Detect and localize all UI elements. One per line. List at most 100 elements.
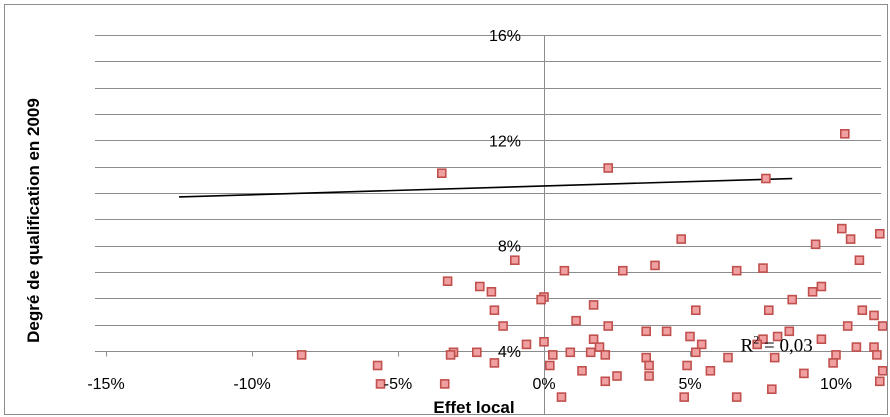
data-point (521, 339, 532, 350)
data-point (676, 234, 687, 244)
data-point (874, 376, 885, 387)
x-axis-title: Effet local (433, 398, 514, 415)
data-point (509, 255, 520, 265)
data-point (845, 234, 856, 244)
data-point (474, 281, 485, 292)
data-point (445, 350, 456, 360)
data-point (842, 321, 853, 331)
data-point (772, 331, 783, 342)
data-point (588, 334, 599, 345)
y-tick-label: 8% (498, 239, 521, 256)
data-point (603, 163, 614, 173)
data-point (877, 365, 887, 376)
data-point (439, 379, 450, 389)
gridlines (95, 35, 881, 326)
data-point (828, 358, 838, 368)
data-point (731, 265, 742, 276)
data-point (539, 336, 549, 347)
data-point (641, 326, 652, 337)
x-tick-label: -10% (233, 376, 270, 393)
data-point (644, 371, 654, 381)
data-point (375, 379, 386, 389)
y-tick-label: 16% (489, 28, 521, 45)
data-point (585, 347, 596, 358)
data-point (296, 350, 307, 360)
x-tick-label: 5% (678, 376, 701, 393)
data-point (857, 305, 868, 316)
data-point (872, 350, 882, 360)
data-point (690, 305, 701, 316)
data-point (471, 347, 482, 358)
data-point (498, 321, 508, 331)
data-point (571, 315, 581, 326)
data-point (810, 239, 821, 250)
data-point (851, 342, 862, 352)
data-point (816, 334, 827, 345)
data-point (641, 352, 652, 363)
axes (95, 35, 881, 414)
data-point (489, 358, 500, 368)
data-point (784, 326, 795, 337)
data-point (489, 305, 500, 316)
data-point (565, 347, 576, 358)
data-point (650, 260, 660, 271)
data-points (296, 129, 887, 402)
data-point (442, 276, 453, 287)
data-point (705, 365, 716, 376)
data-point (696, 339, 707, 350)
data-point (372, 360, 383, 371)
data-point (690, 347, 701, 358)
data-point (723, 352, 733, 363)
data-point (758, 263, 768, 273)
data-point (761, 173, 771, 184)
data-point (644, 360, 654, 371)
data-point (603, 321, 614, 331)
data-point (877, 321, 887, 331)
data-point (807, 286, 818, 297)
y-axis-title: Degré de qualification en 2009 (24, 98, 43, 343)
data-point (816, 281, 827, 292)
scatter-chart: -15% -10% -5% 0% 5% 10% 4% 8% 12% 16% Effet local… (24, 28, 887, 415)
data-point (766, 384, 777, 395)
r-squared-symbol: R (741, 335, 754, 356)
r-squared-annotation: R2 = 0,03 (741, 332, 813, 356)
trendline-group (178, 177, 793, 198)
data-point (617, 265, 628, 276)
y-tick-label: 12% (489, 133, 521, 150)
data-point (839, 129, 850, 139)
data-point (869, 342, 879, 352)
data-point (799, 368, 809, 379)
data-point (874, 229, 885, 239)
data-point (661, 326, 672, 337)
data-point (787, 294, 798, 305)
data-point (594, 342, 605, 352)
data-point (685, 331, 695, 342)
data-point (547, 350, 558, 360)
data-point (577, 365, 587, 376)
data-point (612, 371, 622, 381)
x-tick-label: -5% (384, 376, 412, 393)
data-point (752, 339, 763, 350)
data-point (831, 350, 841, 360)
trendline (178, 177, 793, 198)
data-point (679, 392, 690, 402)
data-point (869, 310, 879, 321)
data-point (682, 360, 692, 371)
data-point (763, 305, 774, 316)
r-squared-value: = 0,03 (759, 335, 812, 356)
data-point (544, 360, 555, 371)
data-point (486, 286, 497, 297)
data-point (854, 255, 865, 265)
data-point (436, 168, 447, 178)
data-point (600, 376, 611, 387)
data-point (731, 392, 742, 402)
data-point (600, 350, 611, 360)
x-tick-label: 10% (820, 376, 852, 393)
data-point (559, 265, 570, 276)
tick-labels: -15% -10% -5% 0% 5% 10% 4% 8% 12% 16% (87, 28, 852, 393)
r-squared-superscript: 2 (753, 332, 759, 346)
data-point (758, 334, 768, 345)
x-tick-label: -15% (87, 376, 124, 393)
data-point (588, 300, 599, 310)
data-point (769, 352, 780, 363)
